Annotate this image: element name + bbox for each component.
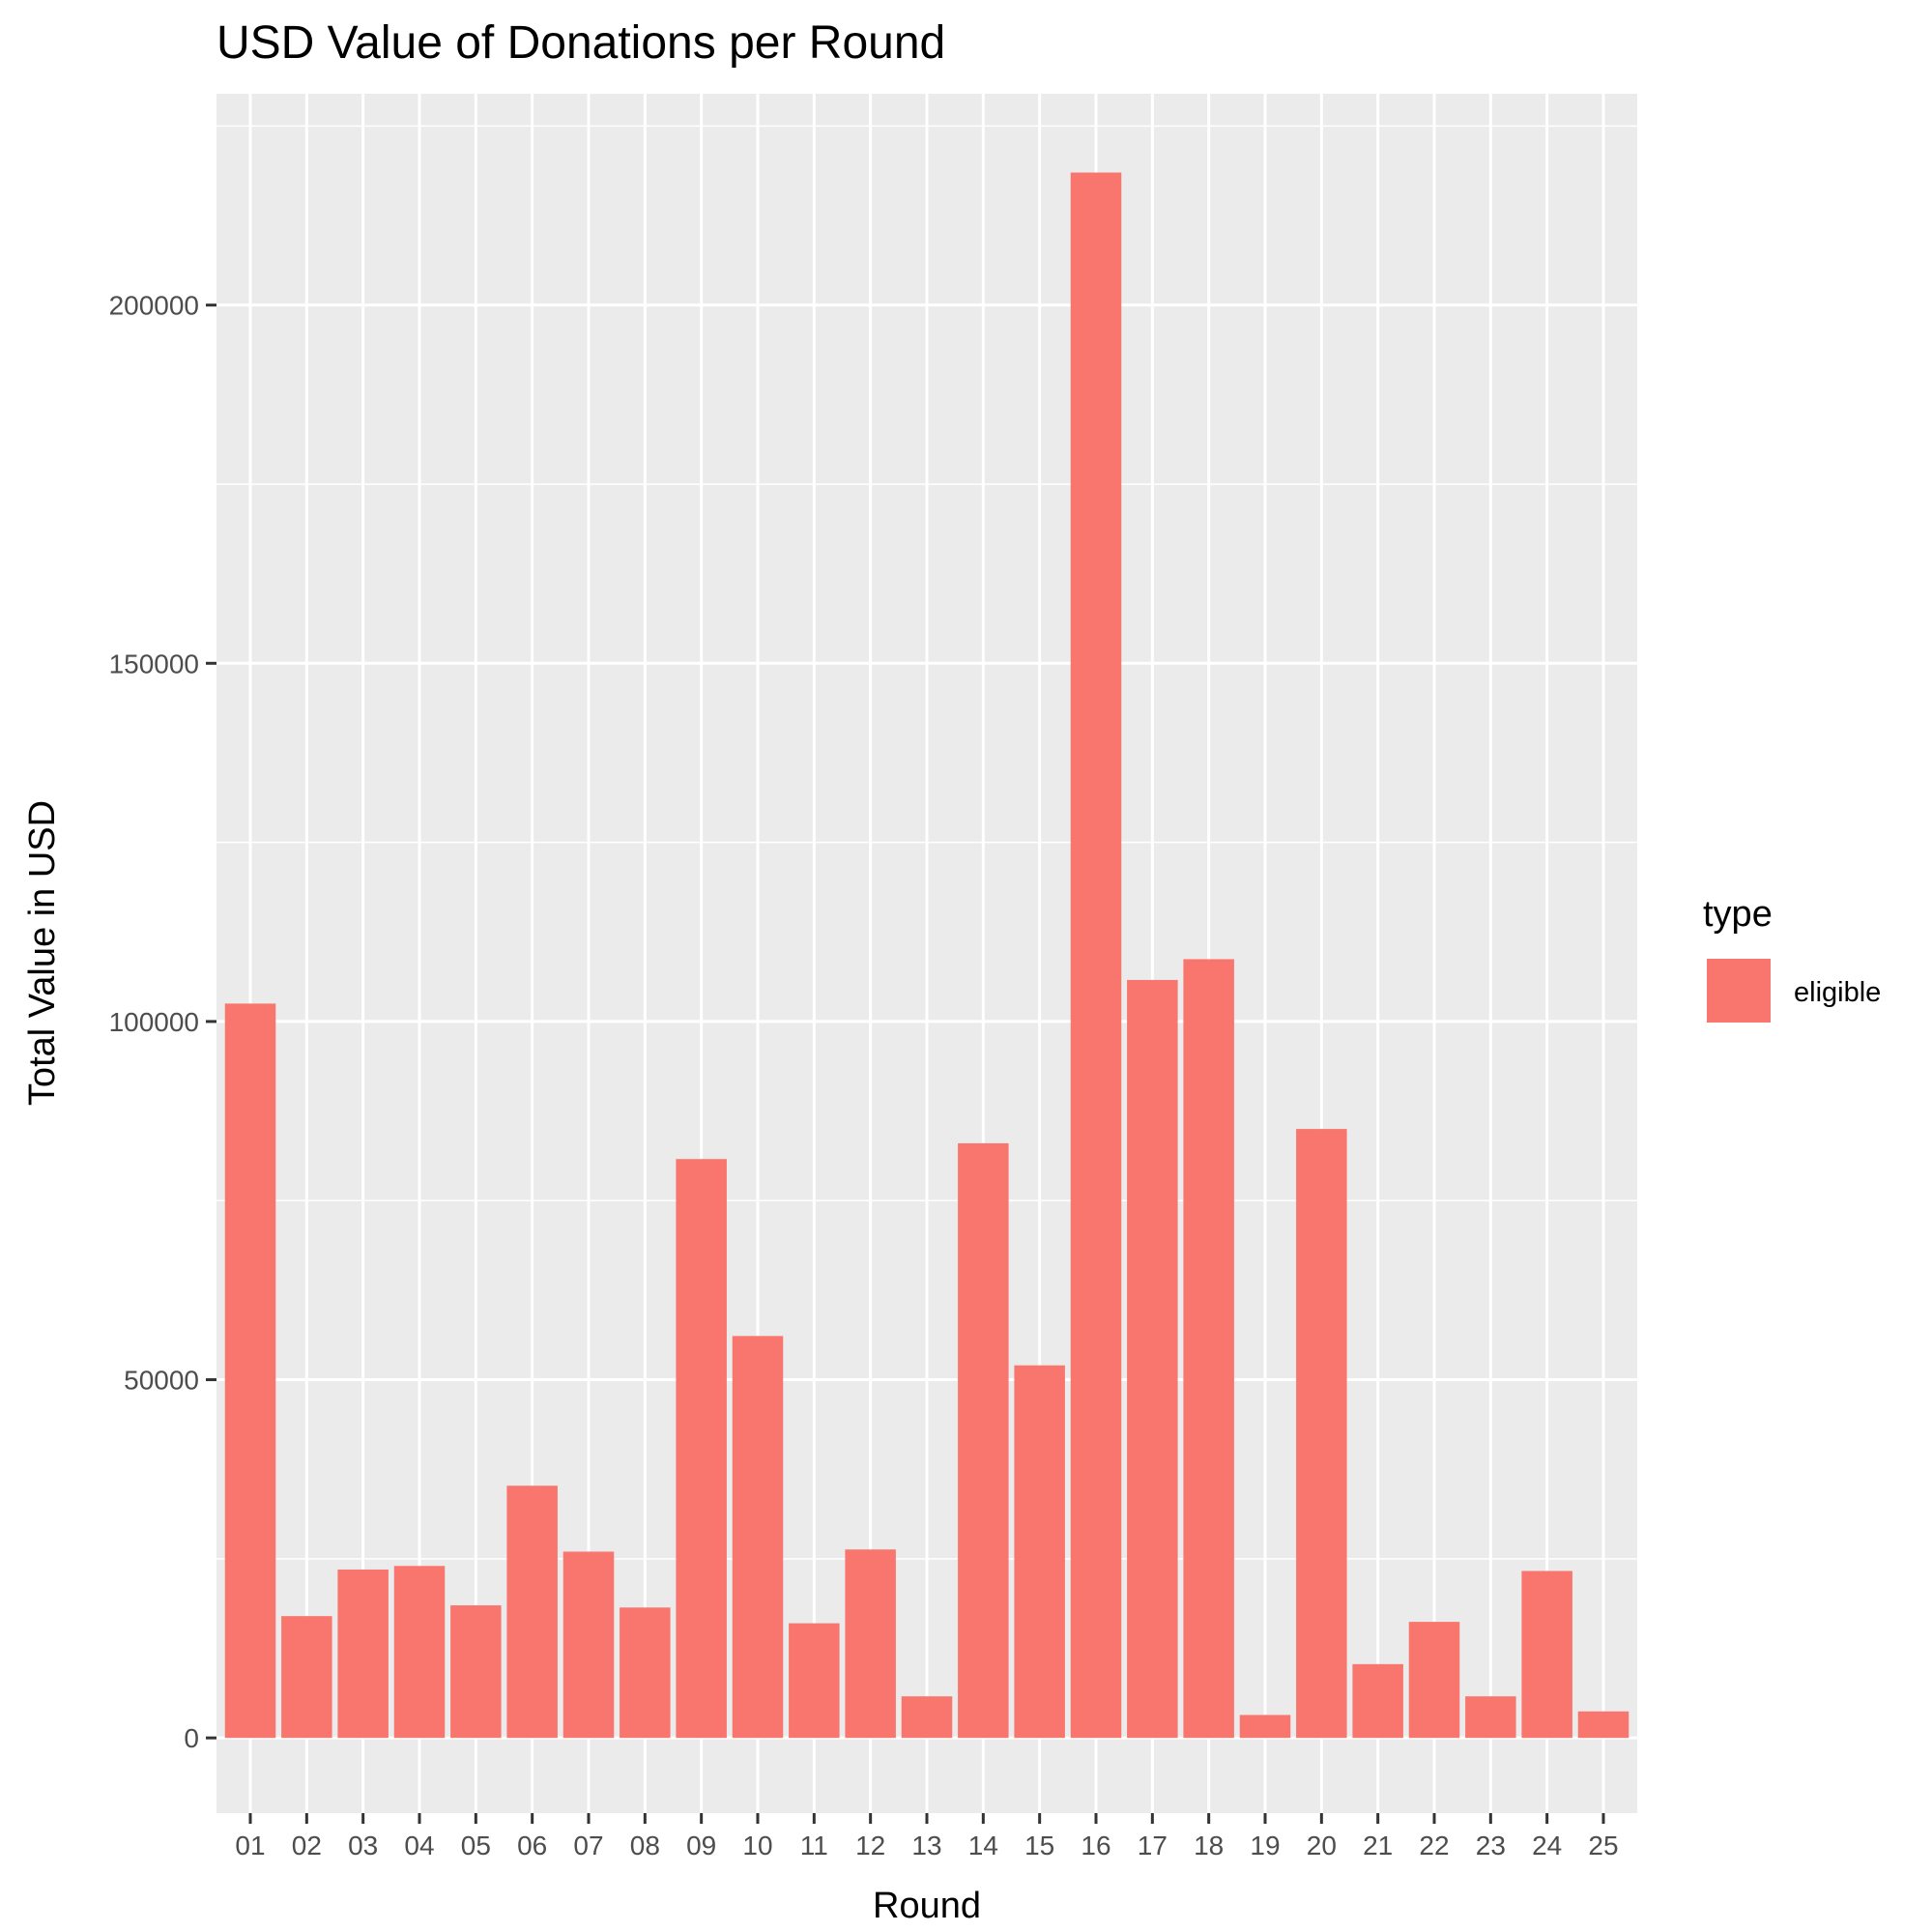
bar-02 [281,1616,332,1739]
x-tick-label: 09 [686,1831,716,1860]
legend-title: type [1703,894,1773,935]
legend-key-eligible [1705,957,1773,1024]
bar-19 [1239,1715,1291,1739]
x-tick-label: 19 [1250,1831,1280,1860]
x-tick-label: 15 [1024,1831,1054,1860]
bar-01 [224,1003,276,1739]
x-tick-label: 14 [968,1831,998,1860]
bar-05 [450,1605,502,1739]
bar-18 [1183,959,1234,1739]
y-axis-title: Total Value in USD [22,800,63,1106]
x-tick-label: 18 [1194,1831,1224,1860]
x-tick-label: 04 [404,1831,434,1860]
x-tick-label: 22 [1419,1831,1449,1860]
y-axis: 0 50000 100000 150000 200000 [109,291,216,1753]
legend: type eligible [1703,894,1881,1024]
bar-07 [562,1551,615,1739]
x-tick-label: 20 [1307,1831,1337,1860]
x-axis: 01 02 03 04 05 06 07 08 09 10 11 12 13 14 15 16 17 18 19 20… [235,1813,1619,1860]
bar-13 [901,1696,953,1739]
bar-17 [1127,979,1178,1739]
x-tick-label: 02 [292,1831,322,1860]
bar-14 [958,1142,1009,1739]
x-tick-label: 25 [1588,1831,1618,1860]
y-tick-label: 50000 [124,1366,199,1396]
x-tick-label: 11 [800,1831,828,1860]
bar-04 [393,1566,446,1739]
bar-12 [845,1549,896,1739]
bar-20 [1296,1129,1347,1739]
chart-title: USD Value of Donations per Round [216,17,945,69]
x-tick-label: 16 [1081,1831,1110,1860]
bar-16 [1070,172,1122,1739]
x-tick-label: 05 [461,1831,491,1860]
bar-25 [1577,1711,1629,1739]
x-tick-label: 10 [742,1831,772,1860]
x-tick-label: 23 [1476,1831,1506,1860]
bar-24 [1521,1571,1572,1739]
bar-23 [1465,1696,1516,1739]
legend-label-eligible: eligible [1794,977,1881,1008]
bar-09 [676,1159,727,1739]
bar-06 [506,1485,558,1739]
x-tick-label: 13 [911,1831,941,1860]
bar-08 [620,1607,671,1739]
x-tick-label: 21 [1363,1831,1393,1860]
bar-15 [1014,1365,1065,1739]
y-tick-label: 150000 [109,649,199,678]
y-tick-label: 200000 [109,291,199,321]
x-tick-label: 17 [1138,1831,1168,1860]
x-tick-label: 24 [1532,1831,1562,1860]
x-axis-title: Round [873,1886,981,1926]
x-tick-label: 12 [855,1831,885,1860]
x-tick-label: 01 [235,1831,265,1860]
bar-22 [1408,1622,1460,1739]
bar-11 [789,1623,840,1739]
bars-group [224,172,1629,1739]
x-tick-label: 07 [573,1831,603,1860]
bar-10 [732,1336,784,1739]
x-tick-label: 06 [517,1831,547,1860]
x-tick-label: 03 [348,1831,378,1860]
x-tick-label: 08 [630,1831,660,1860]
bar-03 [337,1569,389,1739]
y-tick-label: 100000 [109,1007,199,1037]
y-tick-label: 0 [184,1723,199,1753]
bar-21 [1352,1663,1403,1739]
